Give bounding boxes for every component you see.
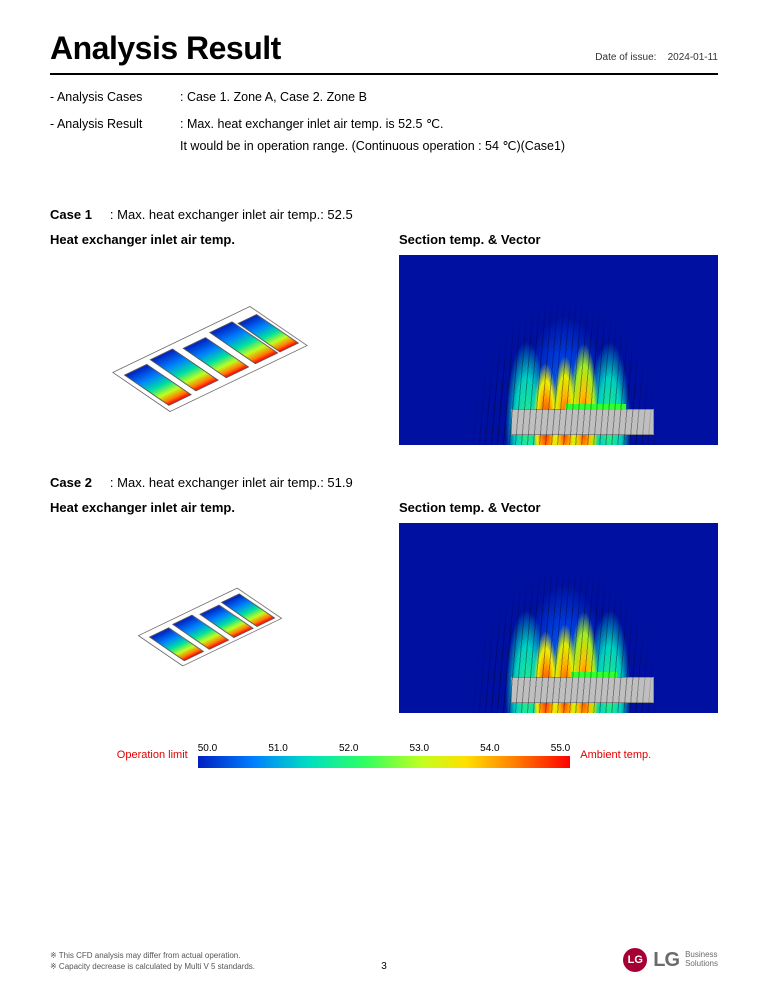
scale-tick: 55.0 bbox=[551, 743, 570, 754]
meta-result-line2: It would be in operation range. (Continu… bbox=[180, 136, 718, 157]
fig-left-title: Heat exchanger inlet air temp. bbox=[50, 232, 369, 247]
scale-tick: 51.0 bbox=[268, 743, 287, 754]
brand-disc-icon: LG bbox=[623, 948, 647, 972]
case-desc: : Max. heat exchanger inlet air temp.: 5… bbox=[110, 475, 353, 490]
isometric-heatmap bbox=[50, 255, 369, 445]
footer: ※ This CFD analysis may differ from actu… bbox=[50, 948, 718, 972]
fig-left-title: Heat exchanger inlet air temp. bbox=[50, 500, 369, 515]
scale-tick: 53.0 bbox=[410, 743, 429, 754]
footnote-1: ※ This CFD analysis may differ from actu… bbox=[50, 950, 255, 961]
cfd-section bbox=[399, 255, 718, 445]
meta-block: - Analysis Cases : Case 1. Zone A, Case … bbox=[50, 87, 718, 157]
brand-subtext: Business Solutions bbox=[685, 951, 718, 969]
case-id: Case 1 bbox=[50, 207, 92, 222]
meta-cases-value: : Case 1. Zone A, Case 2. Zone B bbox=[180, 87, 718, 108]
case-header: Case 2 : Max. heat exchanger inlet air t… bbox=[50, 475, 718, 490]
scale-left-label: Operation limit bbox=[117, 749, 188, 761]
header: Analysis Result Date of issue: 2024-01-1… bbox=[50, 30, 718, 75]
scale-tick: 54.0 bbox=[480, 743, 499, 754]
brand-logo: LG LG Business Solutions bbox=[623, 948, 718, 972]
case-id: Case 2 bbox=[50, 475, 92, 490]
meta-result-line1: : Max. heat exchanger inlet air temp. is… bbox=[180, 114, 718, 135]
isometric-heatmap bbox=[50, 523, 369, 713]
fig-right-title: Section temp. & Vector bbox=[399, 232, 718, 247]
meta-result-label: - Analysis Result bbox=[50, 114, 160, 157]
date-of-issue: Date of issue: 2024-01-11 bbox=[595, 52, 718, 67]
color-scale: Operation limit 50.0 51.0 52.0 53.0 54.0 55.0… bbox=[117, 743, 651, 768]
cfd-section bbox=[399, 523, 718, 713]
doi-value: 2024-01-11 bbox=[668, 52, 718, 63]
case-header: Case 1 : Max. heat exchanger inlet air t… bbox=[50, 207, 718, 222]
scale-right-label: Ambient temp. bbox=[580, 749, 651, 761]
scale-tick: 50.0 bbox=[198, 743, 217, 754]
fig-right-title: Section temp. & Vector bbox=[399, 500, 718, 515]
brand-text: LG bbox=[653, 949, 679, 972]
meta-result-value: : Max. heat exchanger inlet air temp. is… bbox=[180, 114, 718, 157]
meta-cases-label: - Analysis Cases bbox=[50, 87, 160, 108]
case-desc: : Max. heat exchanger inlet air temp.: 5… bbox=[110, 207, 353, 222]
scale-bar bbox=[198, 756, 571, 768]
scale-tick: 52.0 bbox=[339, 743, 358, 754]
scale-ticks: 50.0 51.0 52.0 53.0 54.0 55.0 bbox=[198, 743, 571, 754]
page-number: 3 bbox=[381, 961, 387, 972]
page-title: Analysis Result bbox=[50, 30, 281, 67]
footnote-2: ※ Capacity decrease is calculated by Mul… bbox=[50, 961, 255, 972]
doi-label: Date of issue: bbox=[595, 52, 656, 63]
